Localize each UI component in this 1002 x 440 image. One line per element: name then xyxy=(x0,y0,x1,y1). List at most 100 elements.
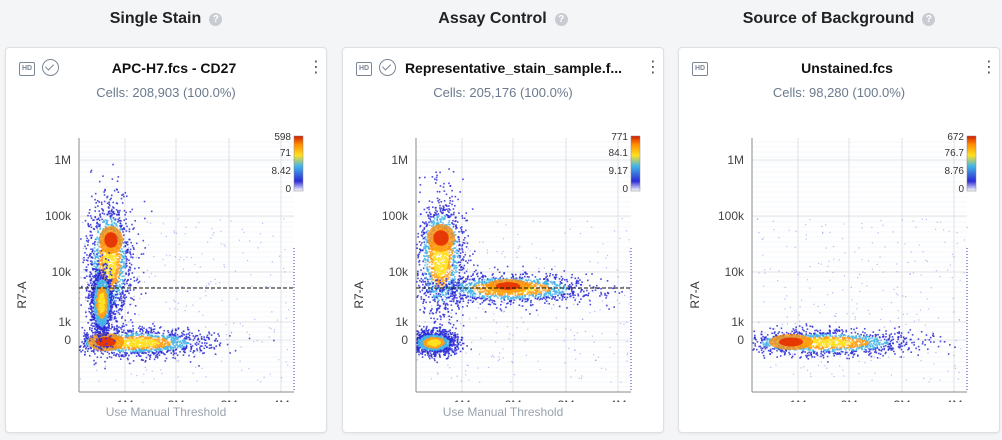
density-point xyxy=(177,340,179,343)
density-point xyxy=(283,218,285,220)
density-point xyxy=(85,235,88,237)
density-point xyxy=(122,349,124,352)
density-point xyxy=(107,276,110,279)
density-point xyxy=(133,280,136,282)
density-point xyxy=(574,349,576,351)
density-point xyxy=(196,334,199,337)
density-point xyxy=(116,213,118,216)
density-point xyxy=(99,255,101,258)
density-point xyxy=(101,276,103,279)
density-point xyxy=(136,332,139,335)
density-point xyxy=(186,342,189,344)
density-point xyxy=(152,352,154,354)
density-point xyxy=(106,329,109,332)
density-point xyxy=(109,278,111,280)
check-circle-icon[interactable] xyxy=(379,59,396,76)
density-point xyxy=(102,175,104,177)
density-point xyxy=(182,350,185,353)
use-manual-threshold-link[interactable]: Use Manual Threshold xyxy=(105,405,227,419)
density-point xyxy=(97,292,99,294)
density-point xyxy=(95,287,97,289)
density-point xyxy=(95,320,98,323)
density-point xyxy=(85,346,88,349)
density-point xyxy=(103,311,105,314)
density-point xyxy=(126,251,128,254)
density-point xyxy=(457,283,459,286)
density-point xyxy=(111,314,113,317)
density-point xyxy=(87,348,90,350)
density-point xyxy=(208,332,211,335)
density-point xyxy=(111,280,113,283)
density-point xyxy=(145,331,147,334)
density-point xyxy=(154,334,157,337)
density-point xyxy=(112,281,114,284)
density-point xyxy=(108,352,110,355)
density-point xyxy=(166,350,169,352)
hd-icon[interactable]: HD xyxy=(19,62,35,76)
density-point xyxy=(99,276,102,278)
density-point xyxy=(123,329,125,332)
density-point xyxy=(86,339,88,342)
density-point xyxy=(111,323,113,326)
density-point xyxy=(121,304,123,306)
density-point xyxy=(153,353,155,356)
density-point xyxy=(85,259,88,262)
density-point xyxy=(131,303,133,305)
density-point xyxy=(99,295,102,298)
density-point xyxy=(110,271,112,274)
density-point xyxy=(120,278,122,281)
density-point xyxy=(103,314,106,316)
help-circle-icon[interactable]: ? xyxy=(554,13,568,26)
density-point xyxy=(511,360,513,363)
density-point xyxy=(134,332,137,335)
density-point xyxy=(127,270,130,272)
density-point xyxy=(115,379,117,381)
density-point xyxy=(170,338,173,340)
density-point xyxy=(629,296,632,298)
density-point xyxy=(104,367,106,370)
density-point xyxy=(224,245,226,247)
density-point xyxy=(449,367,451,369)
check-circle-icon[interactable] xyxy=(42,59,59,76)
more-vertical-icon[interactable]: ⋮ xyxy=(645,59,661,76)
density-point xyxy=(111,306,113,308)
density-point xyxy=(91,288,94,291)
density-point xyxy=(226,338,228,341)
density-point xyxy=(106,257,108,260)
density-point xyxy=(246,259,249,262)
density-point xyxy=(437,291,439,294)
density-point xyxy=(109,253,112,255)
density-point xyxy=(89,230,92,233)
density-point xyxy=(417,256,419,259)
more-vertical-icon[interactable]: ⋮ xyxy=(308,59,324,76)
hd-icon[interactable]: HD xyxy=(356,62,372,76)
density-point xyxy=(147,244,150,246)
help-circle-icon[interactable]: ? xyxy=(209,13,223,26)
density-point xyxy=(87,322,89,324)
density-point xyxy=(87,222,89,225)
density-point xyxy=(116,353,118,355)
density-point xyxy=(105,260,107,263)
density-point xyxy=(166,347,169,350)
density-point xyxy=(198,340,201,343)
density-point xyxy=(147,354,150,356)
density-point xyxy=(107,295,110,297)
density-point xyxy=(116,272,119,274)
density-point xyxy=(202,314,204,317)
density-point xyxy=(87,333,89,336)
density-point xyxy=(120,317,123,320)
density-point xyxy=(149,335,152,338)
density-point xyxy=(515,251,517,254)
density-point xyxy=(164,264,166,266)
density-point xyxy=(574,369,577,372)
density-point xyxy=(128,262,131,265)
density-point xyxy=(126,251,129,254)
density-point xyxy=(95,362,98,364)
density-point xyxy=(119,308,122,310)
density-point xyxy=(123,209,126,212)
density-point xyxy=(108,296,111,299)
density-point xyxy=(124,278,126,281)
density-point xyxy=(121,248,123,250)
density-plot[interactable]: 1M100k10k1k01M2M3M4MSSC-AR7-A77184.19.17… xyxy=(343,130,663,402)
